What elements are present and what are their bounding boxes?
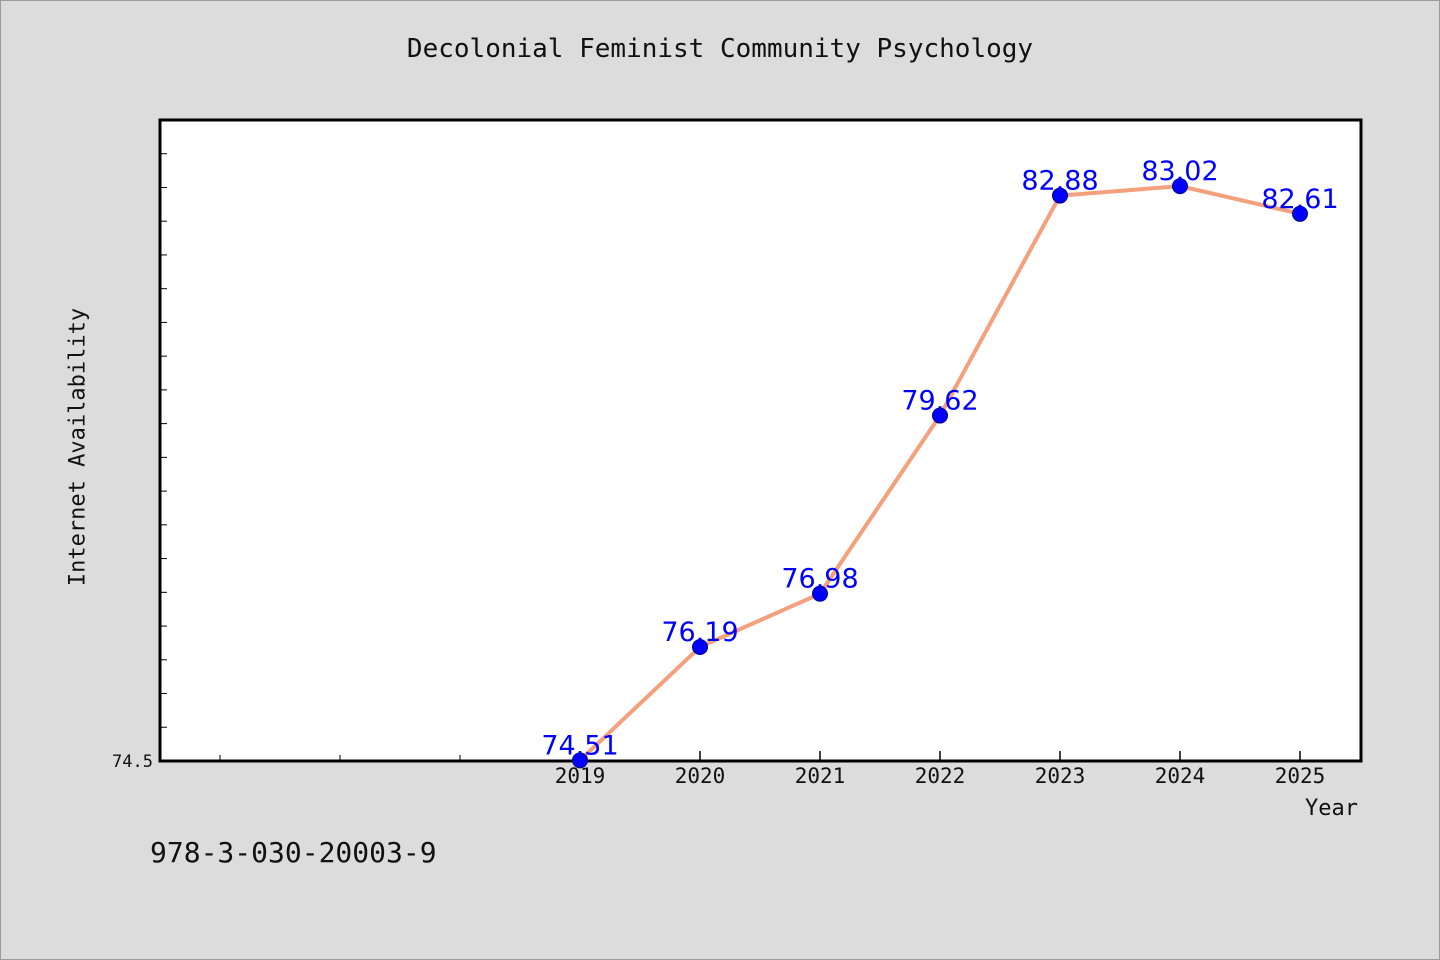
isbn-footnote: 978-3-030-20003-9: [150, 836, 437, 869]
data-point: [1172, 178, 1188, 195]
data-point: [1052, 187, 1068, 204]
data-point: [932, 407, 948, 424]
x-ticks: 2019 2020 2021 2022 2023 2024 2025: [555, 751, 1326, 788]
y-minor-ticks: [160, 153, 167, 762]
x-minor-ticks: [219, 755, 461, 761]
data-point: [692, 638, 708, 655]
y-tick-label: 74.5: [112, 752, 153, 772]
data-point: [812, 585, 828, 602]
data-label: 82.88: [1021, 166, 1098, 197]
data-label: 83.02: [1141, 156, 1218, 187]
x-tick-label: 2021: [795, 764, 846, 788]
data-point: [572, 752, 588, 769]
x-tick-label: 2022: [915, 764, 966, 788]
plot-area: [158, 118, 1363, 763]
x-tick-label: 2020: [675, 764, 726, 788]
data-label: 76.19: [661, 617, 738, 648]
data-label: 74.51: [541, 730, 618, 761]
chart-title: Decolonial Feminist Community Psychology: [406, 34, 1034, 64]
x-tick-label: 2023: [1035, 764, 1086, 788]
x-axis-label: Year: [1305, 796, 1358, 821]
data-label: 79.62: [901, 386, 978, 417]
series-layer: 74.51 76.19 76.98 79.62 82.88 83.02 82.61: [541, 156, 1339, 769]
data-point: [1292, 205, 1308, 222]
data-label: 82.61: [1261, 184, 1338, 215]
x-tick-label: 2025: [1275, 764, 1326, 788]
data-label: 76.98: [781, 564, 858, 595]
y-ticks: 74.5: [112, 752, 153, 772]
x-tick-label: 2024: [1155, 764, 1206, 788]
